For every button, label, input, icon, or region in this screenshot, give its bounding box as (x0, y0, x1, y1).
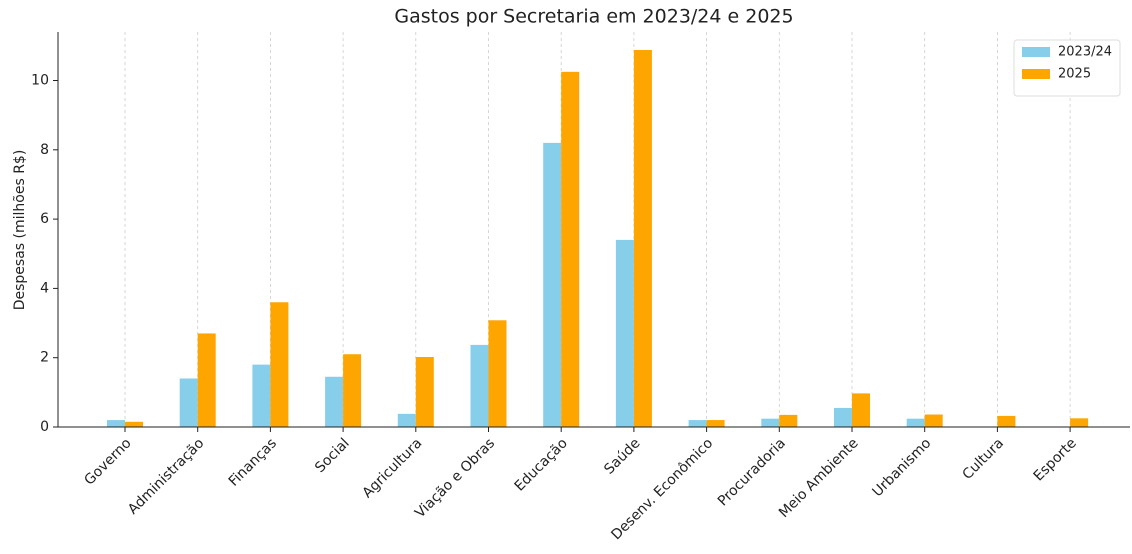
y-tick-label: 4 (40, 280, 49, 296)
bar (779, 414, 798, 427)
bar (343, 354, 362, 427)
y-axis-label: Despesas (milhões R$) (12, 150, 28, 311)
legend-swatch (1022, 47, 1050, 57)
bar (270, 302, 289, 427)
bar (997, 415, 1016, 427)
x-tick-label: Viação e Obras (412, 435, 498, 521)
y-tick-label: 0 (40, 419, 49, 435)
bar (397, 413, 416, 427)
x-tick-label: Urbanismo (869, 435, 934, 500)
chart-title: Gastos por Secretaria em 2023/24 e 2025 (394, 6, 793, 28)
bar (561, 71, 580, 427)
x-tick-label: Procuradoria (715, 435, 789, 509)
bar (197, 333, 216, 427)
bar (252, 364, 271, 427)
bar (179, 378, 198, 427)
x-tick-label: Social (312, 435, 353, 476)
y-tick-label: 6 (40, 211, 49, 227)
legend-swatch (1022, 69, 1050, 79)
x-tick-label: Saúde (601, 435, 643, 477)
x-tick-label: Governo (81, 435, 134, 488)
x-tick-label: Administração (125, 435, 207, 517)
bar (852, 393, 870, 427)
x-tick-label: Meio Ambiente (776, 435, 862, 521)
bar (488, 320, 507, 427)
bar (1070, 418, 1089, 427)
x-tick-label: Educação (512, 435, 571, 494)
bar (906, 418, 925, 427)
bar (688, 420, 707, 427)
bar (415, 357, 434, 427)
x-tick-label: Esporte (1031, 435, 1080, 484)
y-tick-label: 10 (31, 73, 49, 89)
bar (761, 418, 780, 427)
bar (543, 142, 562, 427)
bar (107, 420, 125, 427)
legend-label: 2023/24 (1058, 45, 1112, 60)
x-tick-label: Agricultura (359, 435, 425, 501)
bar (615, 239, 634, 427)
bar (706, 420, 725, 427)
bar (633, 50, 652, 427)
bar (924, 414, 943, 427)
bar (470, 344, 489, 427)
y-tick-label: 2 (40, 350, 49, 366)
x-tick-label: Finanças (226, 435, 280, 489)
bar (834, 407, 852, 427)
bar (325, 376, 344, 427)
legend-label: 2025 (1058, 67, 1091, 82)
bar (125, 421, 143, 427)
x-tick-label: Cultura (960, 435, 1008, 483)
y-tick-label: 8 (40, 142, 49, 158)
